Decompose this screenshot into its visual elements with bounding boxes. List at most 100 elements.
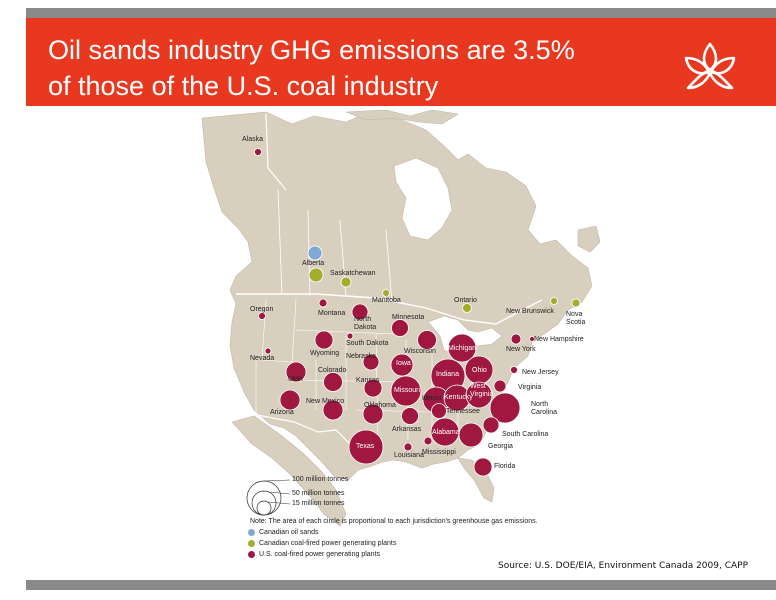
title-banner <box>26 18 776 106</box>
bubble-south-dakota[interactable] <box>346 332 354 340</box>
bubble-michigan[interactable] <box>447 333 477 363</box>
label-north-dakota: North Dakota <box>354 316 377 331</box>
legend-swatch-oil-sands <box>248 529 255 536</box>
bubble-new-jersey[interactable] <box>510 366 518 374</box>
bubble-nevada[interactable] <box>264 347 272 355</box>
bubble-new-york[interactable] <box>510 333 522 345</box>
bubble-alaska[interactable] <box>254 148 262 156</box>
title-line-1: Oil sands industry GHG emissions are 3.5… <box>48 35 575 65</box>
legend-label-oil-sands: Canadian oil sands <box>259 529 319 536</box>
label-arkansas: Arkansas <box>392 426 422 433</box>
label-indiana: Indiana <box>436 371 459 378</box>
bubble-oregon[interactable] <box>258 312 266 320</box>
label-louisiana: Louisiana <box>394 452 424 459</box>
bubble-saskatchewan-coal[interactable] <box>340 276 352 288</box>
legend-us-coal: U.S. coal-fired power generating plants <box>248 551 380 561</box>
bubble-south-carolina[interactable] <box>482 416 500 434</box>
label-minnesota: Minnesota <box>392 314 425 321</box>
bubble-nebraska[interactable] <box>362 353 380 371</box>
label-new-mexico: New Mexico <box>306 398 345 405</box>
map-note: Note: The area of each circle is proport… <box>250 518 538 525</box>
land-newfoundland <box>577 225 601 253</box>
bubble-colorado[interactable] <box>323 372 343 392</box>
label-tennessee: Tennessee <box>446 408 480 415</box>
label-kansas: Kansas <box>356 377 380 384</box>
label-alabama: Alabama <box>432 429 460 436</box>
bubble-florida[interactable] <box>473 457 493 477</box>
emissions-map: Alaska Alberta Saskatchewan Manitoba Ont… <box>196 110 602 530</box>
bubble-new-mexico[interactable] <box>322 399 344 421</box>
label-oregon: Oregon <box>250 306 274 313</box>
label-nova-scotia: Nova Scotia <box>566 311 586 326</box>
label-nevada: Nevada <box>250 355 275 362</box>
legend-swatch-us-coal <box>248 551 255 558</box>
legend-oil-sands: Canadian oil sands <box>248 529 319 539</box>
land-baja-mexico <box>231 415 347 527</box>
label-new-york: New York <box>506 346 536 353</box>
bubble-wyoming[interactable] <box>314 330 334 350</box>
label-virginia: Virginia <box>518 384 542 391</box>
label-georgia: Georgia <box>488 443 513 450</box>
label-nebraska: Nebraska <box>346 353 376 360</box>
label-illinois: Illinois <box>422 395 442 402</box>
border-alaska <box>265 113 287 191</box>
label-montana: Montana <box>318 310 346 317</box>
label-new-brunswick: New Brunswick <box>506 308 554 315</box>
bubble-ontario-coal[interactable] <box>462 303 472 313</box>
label-west-virginia: West Virginia <box>470 383 494 398</box>
label-michigan: Michigan <box>448 345 477 352</box>
bubble-mississippi[interactable] <box>423 436 433 446</box>
bubble-tennessee[interactable] <box>431 403 447 419</box>
border-us-canada <box>236 293 543 325</box>
bubble-alabama[interactable] <box>430 417 460 447</box>
bubble-alberta-oil-sands[interactable] <box>307 245 323 261</box>
source-citation: Source: U.S. DOE/EIA, Environment Canada… <box>498 561 748 571</box>
label-utah: Utah <box>288 376 303 383</box>
label-wisconsin: Wisconsin <box>404 348 436 355</box>
bubble-kansas[interactable] <box>363 378 383 398</box>
bubble-arkansas[interactable] <box>401 407 419 425</box>
water-hudson-bay <box>393 157 453 241</box>
bubble-new-brunswick-coal[interactable] <box>550 297 558 305</box>
label-wyoming: Wyoming <box>310 350 340 357</box>
bubble-missouri[interactable] <box>390 375 422 407</box>
bubble-alberta-coal[interactable] <box>308 267 324 283</box>
label-north-carolina: North Carolina <box>531 401 558 416</box>
label-south-dakota: South Dakota <box>346 340 389 347</box>
title-line-2: of those of the U.S. coal industry <box>48 71 439 101</box>
scale-label-small: 15 million tonnes <box>292 500 345 507</box>
bubble-manitoba-coal[interactable] <box>382 289 390 297</box>
circle-size-scale <box>246 479 291 516</box>
bubble-oklahoma[interactable] <box>362 403 384 425</box>
maple-leaf-outline-icon <box>684 42 736 90</box>
bubble-iowa[interactable] <box>390 353 414 377</box>
bubble-louisiana[interactable] <box>403 442 413 452</box>
bubble-nova-scotia-coal[interactable] <box>571 298 581 308</box>
bubble-new-hampshire[interactable] <box>529 336 535 342</box>
label-ohio: Ohio <box>472 367 487 374</box>
bubble-virginia[interactable] <box>493 379 507 393</box>
bubble-wisconsin[interactable] <box>417 330 437 350</box>
bubble-north-dakota[interactable] <box>351 303 369 321</box>
label-oklahoma: Oklahoma <box>364 402 396 409</box>
bubble-georgia[interactable] <box>458 422 484 448</box>
legend-label-us-coal: U.S. coal-fired power generating plants <box>259 551 381 558</box>
bubble-north-carolina[interactable] <box>489 392 521 424</box>
legend-label-canadian-coal: Canadian coal-fired power generating pla… <box>259 540 397 547</box>
legend-swatch-canadian-coal <box>248 540 255 547</box>
land-arctic-islands <box>345 110 459 125</box>
bubble-utah[interactable] <box>285 361 307 383</box>
bubble-texas[interactable] <box>348 429 384 465</box>
label-iowa: Iowa <box>396 360 411 367</box>
bubble-montana[interactable] <box>318 298 328 308</box>
label-missouri: Missouri <box>394 387 421 394</box>
bubble-minnesota[interactable] <box>391 319 409 337</box>
label-alberta: Alberta <box>302 260 325 267</box>
bubble-west-virginia[interactable] <box>465 381 493 409</box>
label-new-jersey: New Jersey <box>522 369 559 376</box>
emission-bubbles <box>254 148 581 477</box>
label-new-hampshire: New Hampshire <box>534 336 584 343</box>
label-ontario: Ontario <box>454 297 477 304</box>
scale-label-large: 100 million tonnes <box>292 476 349 483</box>
bubble-arizona[interactable] <box>279 389 301 411</box>
